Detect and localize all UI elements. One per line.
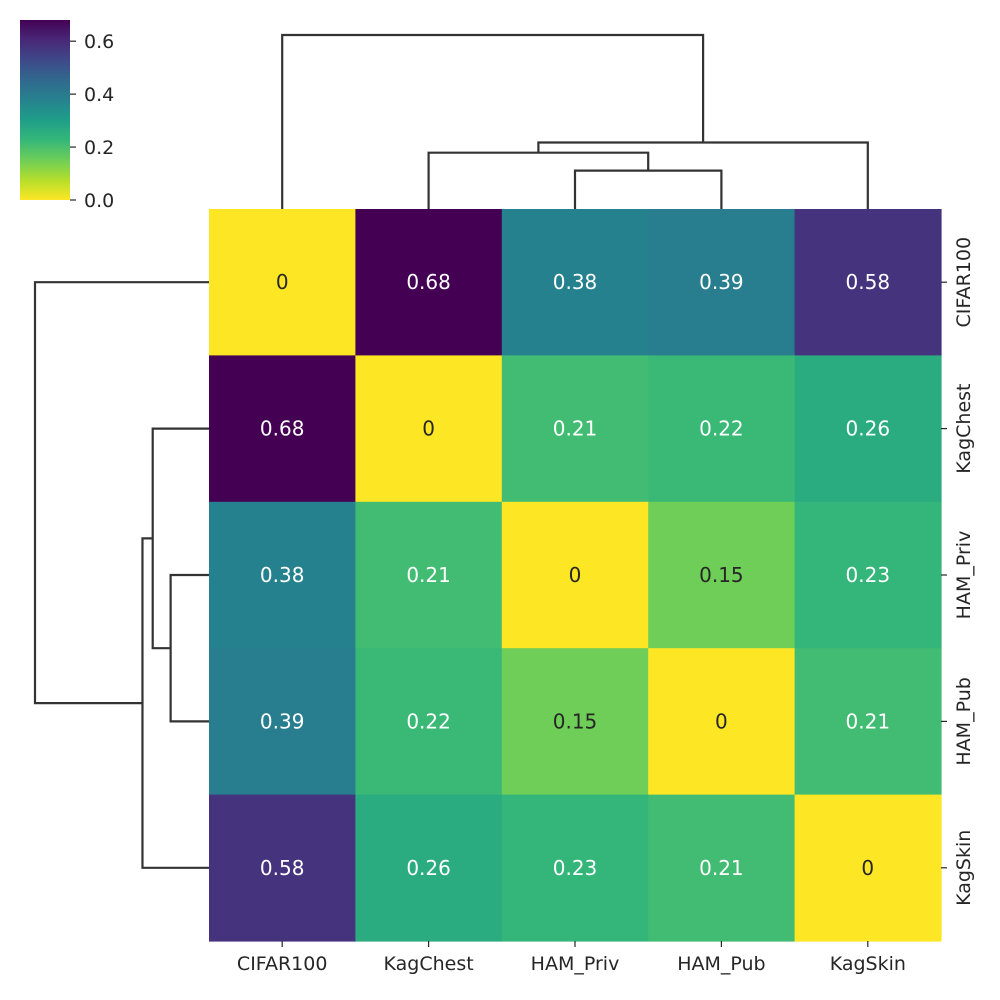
cell-value-label: 0.38: [260, 563, 305, 587]
heatmap-cell: [501, 209, 649, 356]
colorbar-tick-label: 0.4: [84, 84, 114, 106]
cell-value-label: 0.22: [699, 417, 744, 441]
heatmap-cell: [794, 355, 942, 503]
colorbar-tick-label: 0.2: [84, 137, 114, 159]
colorbar: 0.0 0.2 0.4 0.6: [20, 20, 114, 212]
heatmap-cell: [648, 794, 796, 942]
heatmap-cell: [501, 794, 649, 942]
heatmap-cell: [209, 794, 356, 942]
y-tick-label-kagchest: KagChest: [953, 384, 975, 474]
row-dendrogram: [33, 281, 209, 869]
cell-value-label: 0.26: [846, 417, 891, 441]
cell-value-label: 0: [276, 270, 289, 294]
dendrogram-link: [169, 573, 209, 723]
dendrogram-link: [33, 281, 209, 705]
cell-value-label: 0.26: [406, 856, 451, 880]
cell-value-label: 0: [422, 417, 435, 441]
cell-value-label: 0.23: [846, 563, 891, 587]
cell-value-label: 0: [569, 563, 582, 587]
heatmap-cell: [355, 794, 503, 942]
x-axis-ticks: CIFAR100 KagChest HAM_Priv HAM_Pub KagSkin: [237, 941, 906, 975]
cell-value-label: 0.21: [406, 563, 451, 587]
dendrogram-link: [537, 141, 869, 209]
y-tick-label-kagskin: KagSkin: [953, 830, 975, 906]
heatmap-cell: [355, 209, 503, 356]
cell-value-label: 0.68: [406, 270, 451, 294]
cell-value-label: 0: [715, 709, 728, 733]
heatmap-cell: [648, 209, 796, 356]
cell-value-label: 0.68: [260, 417, 305, 441]
y-tick-label-ham-pub: HAM_Pub: [953, 677, 975, 765]
dendrogram-link: [151, 427, 209, 650]
heatmap-cell: [355, 501, 503, 649]
x-tick-label-ham-priv: HAM_Priv: [531, 953, 620, 975]
colorbar-gradient: [20, 20, 70, 200]
y-tick-label-ham-priv: HAM_Priv: [953, 531, 975, 620]
x-tick-label-kagskin: KagSkin: [830, 953, 906, 975]
heatmap-cell: [501, 355, 649, 503]
heatmap-cell: [794, 209, 942, 356]
heatmap-cell: [794, 501, 942, 649]
y-axis-ticks: CIFAR100 KagChest HAM_Priv HAM_Pub KagSkin: [941, 237, 975, 906]
heatmap-cell: [209, 209, 356, 356]
heatmap-cell: [648, 355, 796, 503]
dendrogram-link: [281, 33, 705, 209]
cell-value-label: 0.23: [553, 856, 598, 880]
heatmap-cell: [209, 501, 356, 649]
cell-value-label: 0.21: [699, 856, 744, 880]
heatmap-cell: [501, 501, 649, 649]
colorbar-tick-label: 0.0: [84, 190, 114, 212]
x-tick-label-cifar100: CIFAR100: [237, 953, 328, 975]
heatmap-cell: [209, 355, 356, 503]
heatmap-cell: [355, 355, 503, 503]
cell-value-label: 0.38: [553, 270, 598, 294]
cell-value-label: 0.22: [406, 709, 451, 733]
y-tick-label-cifar100: CIFAR100: [953, 237, 975, 328]
dendrogram-link: [427, 151, 650, 209]
cell-value-label: 0.58: [846, 270, 891, 294]
x-tick-label-kagchest: KagChest: [384, 953, 474, 975]
heatmap-cell: [648, 501, 796, 649]
heatmap-cell: [209, 648, 356, 796]
cell-value-label: 0.58: [260, 856, 305, 880]
cell-value-label: 0: [861, 856, 874, 880]
cell-value-label: 0.21: [553, 417, 598, 441]
heatmap-cell: [355, 648, 503, 796]
dendrogram-link: [141, 537, 209, 869]
dendrogram-link: [573, 169, 723, 209]
cell-value-label: 0.15: [699, 563, 744, 587]
heatmap-cell: [648, 648, 796, 796]
heatmap-cell: [794, 794, 942, 942]
heatmap-grid: 0 0.68 0.38 0.39 0.58 0.68 0 0.21 0.22 0.26 0.38 0.…: [209, 209, 942, 942]
colorbar-tick-label: 0.6: [84, 31, 114, 53]
x-tick-label-ham-pub: HAM_Pub: [677, 953, 765, 975]
heatmap-cell: [794, 648, 942, 796]
cell-value-label: 0.39: [260, 709, 305, 733]
cell-value-label: 0.39: [699, 270, 744, 294]
heatmap-cell: [501, 648, 649, 796]
cell-value-label: 0.21: [846, 709, 891, 733]
column-dendrogram: [281, 33, 869, 209]
cell-value-label: 0.15: [553, 709, 598, 733]
